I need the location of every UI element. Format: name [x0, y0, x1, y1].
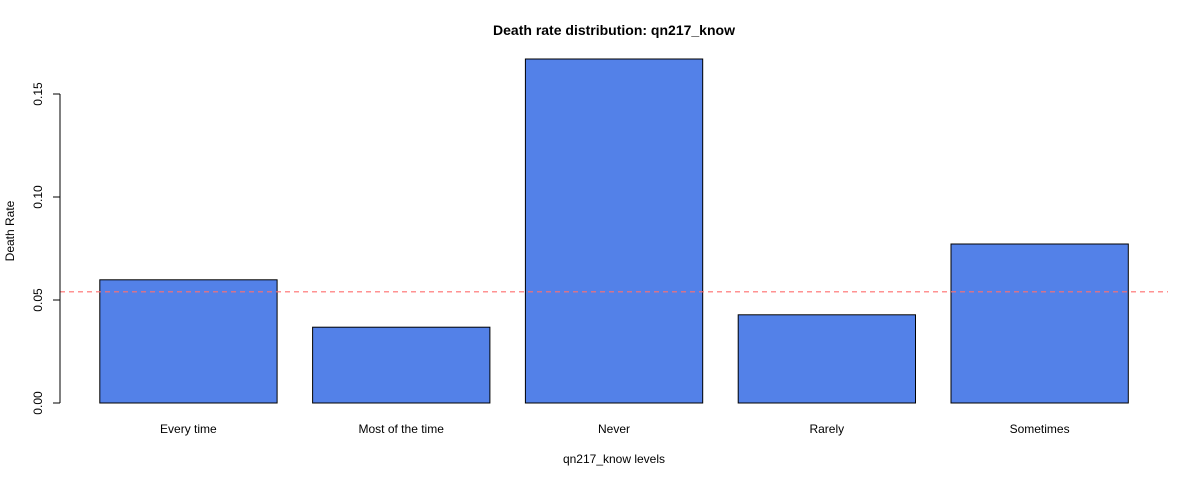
- y-axis-label: Death Rate: [3, 200, 17, 261]
- chart-title: Death rate distribution: qn217_know: [493, 22, 735, 38]
- y-tick-label: 0.00: [31, 391, 45, 415]
- x-tick-label: Rarely: [809, 422, 844, 436]
- y-tick-label: 0.10: [31, 185, 45, 209]
- x-axis-tick-labels: Every time Most of the time Never Rarely Som…: [160, 422, 1070, 436]
- y-tick-label: 0.15: [31, 82, 45, 106]
- bar-never: [524, 58, 704, 404]
- x-tick-label: Sometimes: [1010, 422, 1070, 436]
- bar-most-of-the-time: [312, 326, 491, 404]
- x-axis-label: qn217_know levels: [563, 452, 665, 466]
- bars-group: [99, 58, 1129, 404]
- bar-rarely: [737, 314, 917, 404]
- x-tick-label: Every time: [160, 422, 217, 436]
- y-axis: 0.00 0.05 0.10 0.15: [31, 82, 61, 415]
- bar-sometimes: [950, 243, 1129, 404]
- bar-every-time: [99, 279, 278, 404]
- x-tick-label: Never: [598, 422, 630, 436]
- x-tick-label: Most of the time: [359, 422, 445, 436]
- y-tick-label: 0.05: [31, 288, 45, 312]
